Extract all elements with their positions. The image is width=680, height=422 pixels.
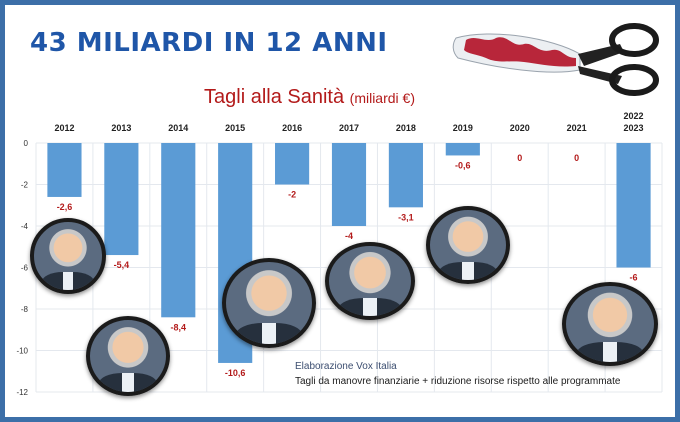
value-label-2015: -10,6 — [225, 368, 246, 378]
portrait-2013 — [86, 316, 170, 396]
y-tick-label: -2 — [21, 181, 29, 190]
bar-2012 — [47, 143, 82, 197]
headline: 43 MILIARDI IN 12 ANNI — [30, 28, 388, 58]
scissors-icon — [452, 23, 659, 96]
value-label-2023: -6 — [630, 273, 638, 283]
y-tick-label: -8 — [21, 305, 29, 314]
value-label-2021: 0 — [574, 153, 579, 163]
x-tick-label: 2013 — [111, 123, 131, 133]
bar-2017 — [331, 143, 367, 226]
portrait-2017 — [325, 242, 415, 320]
chart-title-text: Tagli alla Sanità — [204, 86, 345, 108]
value-label-2020: 0 — [517, 153, 522, 163]
x-tick-label: 2018 — [396, 123, 416, 133]
bar-2018 — [388, 143, 423, 208]
x-tick-label: 2019 — [453, 123, 473, 133]
credit-source: Elaborazione Vox Italia — [295, 361, 397, 372]
value-label-2018: -3,1 — [398, 212, 414, 222]
value-label-2013: -5,4 — [114, 260, 130, 270]
bar-2023 — [616, 143, 651, 268]
value-label-2012: -2,6 — [57, 202, 73, 212]
x-tick-label-extra: 2022 — [624, 111, 644, 121]
bar-2013 — [104, 143, 139, 256]
value-label-2017: -4 — [345, 231, 353, 241]
portrait-2012 — [30, 218, 106, 294]
y-tick-label: -4 — [21, 222, 29, 231]
value-label-2014: -8,4 — [171, 322, 187, 332]
x-tick-label: 2014 — [168, 123, 188, 133]
y-tick-label: -10 — [16, 347, 28, 356]
bar-2014 — [161, 143, 196, 318]
bar-2019 — [445, 143, 480, 156]
value-label-2016: -2 — [288, 190, 296, 200]
x-tick-label: 2016 — [282, 123, 302, 133]
chart-title: Tagli alla Sanità (miliardi €) — [204, 86, 415, 109]
y-tick-label: -12 — [16, 388, 28, 397]
chart-unit: (miliardi €) — [349, 90, 415, 106]
y-tick-label: 0 — [24, 139, 29, 148]
portrait-2015 — [222, 258, 316, 348]
portrait-2019 — [426, 206, 510, 284]
x-tick-label: 2021 — [567, 123, 587, 133]
portrait-2023 — [562, 282, 658, 366]
value-label-2019: -0,6 — [455, 160, 471, 170]
x-tick-label: 2017 — [339, 123, 359, 133]
x-tick-label: 2020 — [510, 123, 530, 133]
credit-note: Tagli da manovre finanziarie + riduzione… — [295, 376, 621, 387]
y-tick-label: -6 — [21, 264, 29, 273]
x-tick-label: 2023 — [624, 123, 644, 133]
bar-2016 — [275, 143, 310, 185]
x-tick-label: 2015 — [225, 123, 245, 133]
x-tick-label: 2012 — [54, 123, 74, 133]
